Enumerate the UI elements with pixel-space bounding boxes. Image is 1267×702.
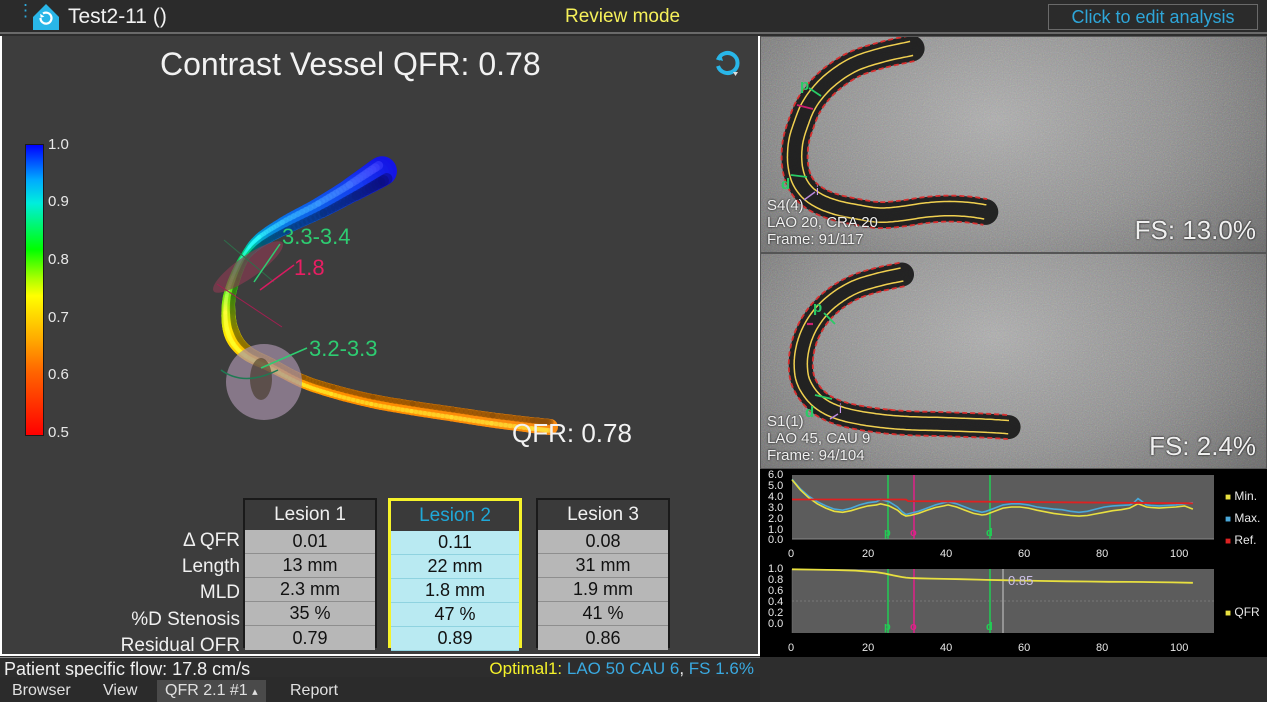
svg-text:d: d bbox=[986, 527, 993, 539]
svg-text:p: p bbox=[884, 621, 891, 633]
svg-text:o: o bbox=[910, 527, 917, 539]
svg-text:3.3-3.4: 3.3-3.4 bbox=[282, 224, 351, 249]
svg-text:3.2-3.3: 3.2-3.3 bbox=[309, 336, 378, 361]
svg-text:p: p bbox=[800, 77, 809, 94]
svg-text:1.8: 1.8 bbox=[294, 255, 325, 280]
svg-text:o: o bbox=[910, 621, 917, 633]
svg-text:0.85: 0.85 bbox=[1008, 573, 1033, 588]
svg-text:p: p bbox=[884, 527, 891, 539]
svg-text:QFR: 0.78: QFR: 0.78 bbox=[512, 418, 632, 448]
svg-text:d: d bbox=[986, 621, 993, 633]
svg-text:p: p bbox=[813, 299, 822, 316]
svg-text:i: i bbox=[816, 183, 819, 198]
svg-text:d: d bbox=[781, 176, 790, 193]
